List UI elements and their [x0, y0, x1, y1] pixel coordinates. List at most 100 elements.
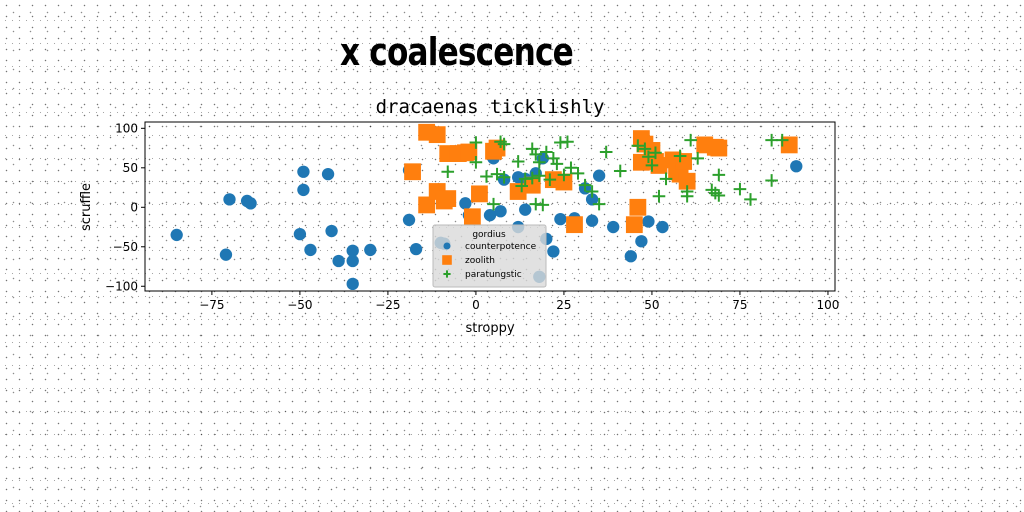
counterpotence-point	[483, 209, 497, 222]
chart-title: dracaenas ticklishly	[376, 96, 605, 118]
paratungstic-point	[487, 197, 500, 211]
legend: gordius counterpotence zoolith paratungsti…	[432, 224, 547, 288]
paratungstic-point	[441, 165, 455, 179]
zoolith-point	[710, 139, 728, 157]
paratungstic-point	[691, 152, 705, 165]
paratungstic-point	[712, 189, 726, 202]
paratungstic-point	[642, 150, 655, 164]
y-tick-label: 100	[115, 121, 138, 135]
counterpotence-point	[325, 224, 338, 238]
zoolith-point	[463, 208, 481, 226]
y-axis-label: scruffle	[79, 183, 94, 231]
counterpotence-point	[519, 203, 532, 216]
counterpotence-point	[624, 250, 637, 263]
paratungstic-point	[631, 139, 645, 152]
paratungstic-point	[529, 148, 543, 161]
x-tick-label: −75	[199, 298, 224, 312]
paratungstic-point	[511, 155, 525, 168]
paratungstic-point	[557, 168, 571, 182]
paratungstic-point	[525, 171, 539, 185]
counterpotence-point	[585, 214, 599, 227]
zoolith-point	[404, 163, 421, 181]
paratungstic-point	[550, 157, 564, 171]
counterpotence-point	[293, 227, 307, 241]
paratungstic-point	[469, 136, 483, 149]
legend-label-counterpotence: counterpotence	[465, 242, 537, 252]
paratungstic-point	[645, 159, 659, 172]
legend-label-zoolith: zoolith	[465, 256, 495, 266]
counterpotence-point	[459, 197, 472, 210]
counterpotence-point	[170, 228, 183, 242]
counterpotence-point	[346, 277, 359, 291]
zoolith-point	[625, 216, 643, 234]
zoolith-point	[555, 173, 573, 191]
zoolith-point	[650, 157, 668, 174]
counterpotence-point	[642, 215, 655, 228]
counterpotence-point	[332, 254, 345, 268]
page-title: x coalescence	[340, 30, 574, 74]
paratungstic-point	[652, 189, 666, 203]
paratungstic-point	[515, 179, 528, 193]
counterpotence-point	[607, 220, 620, 234]
legend-marker-counterpotence	[443, 242, 451, 250]
paratungstic-point	[775, 133, 789, 147]
zoolith-point	[678, 172, 696, 190]
zoolith-point	[418, 196, 436, 214]
x-tick-label: −50	[287, 298, 312, 312]
zoolith-point	[566, 216, 583, 234]
paratungstic-point	[592, 197, 606, 211]
paratungstic-point	[744, 193, 757, 206]
x-tick-label: 100	[817, 298, 840, 312]
paratungstic-point	[561, 135, 574, 149]
x-tick-label: −25	[375, 298, 400, 312]
legend-box	[432, 224, 547, 288]
counterpotence-point	[297, 165, 310, 178]
paratungstic-point	[673, 149, 687, 163]
counterpotence-point	[346, 244, 359, 257]
counterpotence-point	[592, 169, 606, 182]
zoolith-point	[780, 136, 798, 154]
paratungstic-point	[680, 185, 694, 198]
data-points	[170, 123, 803, 291]
counterpotence-point	[585, 193, 599, 206]
zoolith-point	[428, 126, 446, 144]
paratungstic-point	[543, 173, 557, 186]
paratungstic-point	[765, 133, 778, 147]
y-tick-label: −50	[113, 240, 138, 254]
paratungstic-point	[585, 185, 599, 198]
counterpotence-point	[244, 197, 257, 210]
paratungstic-point	[684, 133, 697, 147]
paratungstic-point	[712, 168, 726, 182]
counterpotence-point	[304, 243, 317, 257]
plot-area-frame	[144, 121, 836, 292]
x-axis-label: stroppy	[465, 321, 514, 336]
paratungstic-point	[469, 155, 483, 169]
paratungstic-point	[490, 167, 504, 181]
x-tick-label: 50	[644, 298, 659, 312]
paratungstic-point	[532, 169, 546, 183]
zoolith-point	[629, 198, 647, 216]
counterpotence-point	[364, 243, 377, 257]
paratungstic-point	[540, 145, 553, 159]
counterpotence-point	[346, 254, 359, 268]
legend-entries: counterpotence zoolith paratungstic	[442, 242, 537, 280]
paratungstic-point	[497, 170, 511, 184]
counterpotence-point	[554, 212, 567, 226]
zoolith-point	[523, 176, 541, 194]
legend-label-paratungstic: paratungstic	[465, 270, 522, 280]
y-tick-label: 50	[123, 161, 138, 175]
zoolith-point	[439, 190, 457, 208]
counterpotence-point	[635, 235, 648, 248]
paratungstic-point	[733, 182, 747, 196]
paratungstic-point	[599, 145, 613, 159]
y-tick-label: −100	[105, 279, 138, 293]
paratungstic-point	[532, 155, 546, 169]
paratungstic-point	[497, 137, 511, 151]
paratungstic-point	[571, 167, 585, 180]
paratungstic-point	[613, 164, 627, 178]
counterpotence-point	[790, 160, 803, 173]
paratungstic-point	[564, 161, 578, 175]
counterpotence-point	[297, 183, 310, 197]
paratungstic-point	[638, 142, 652, 156]
